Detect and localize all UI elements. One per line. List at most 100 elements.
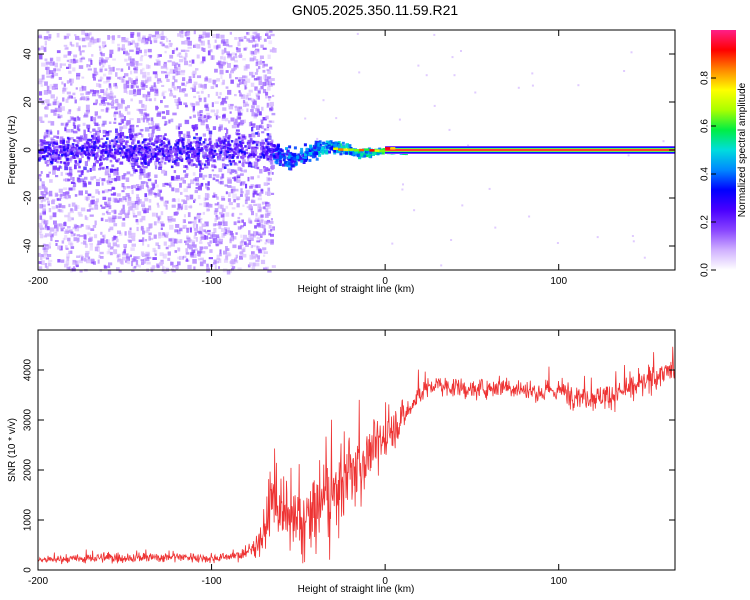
spectrogram-cell: [66, 33, 71, 37]
spectrogram-cell: [151, 152, 155, 156]
spectrogram-cell: [87, 68, 92, 71]
spectrogram-cell: [64, 166, 68, 171]
spectrogram-cell: [163, 201, 167, 207]
spectrogram-cell: [66, 122, 69, 125]
spectrogram-cell: [112, 215, 117, 220]
spectrogram-cell: [84, 32, 89, 37]
spectrogram-cell: [253, 203, 258, 206]
spectrogram-cell: [245, 189, 250, 195]
spectrogram-cell: [662, 140, 665, 143]
spectrogram-cell: [119, 232, 123, 236]
spectrogram-cell: [234, 188, 239, 192]
spectrogram-cell: [199, 169, 202, 173]
spectrogram-cell: [207, 233, 211, 236]
spectrogram-cell: [41, 181, 45, 187]
spectrogram-cell: [76, 136, 81, 139]
spectrogram-cell: [257, 109, 260, 113]
spectrogram-cell: [131, 141, 135, 145]
spectrogram-cell: [48, 194, 53, 197]
snr-y-tick-label: 4000: [23, 358, 34, 381]
spectrogram-cell: [219, 151, 222, 154]
spectrogram-cell: [222, 221, 225, 227]
spectrogram-cell: [146, 150, 149, 154]
spectrogram-cell: [43, 36, 49, 40]
spectrogram-cell: [138, 264, 141, 268]
spectrogram-cell: [101, 154, 105, 157]
spectrogram-cell: [262, 250, 265, 254]
spectrogram-cell: [235, 232, 238, 235]
spectrogram-cell: [256, 105, 260, 110]
spectrogram-cell: [113, 112, 117, 117]
spectrogram-cell: [193, 85, 196, 89]
spectrogram-cell: [208, 174, 212, 179]
spectrogram-cell: [114, 177, 117, 182]
spectrogram-cell: [105, 146, 108, 150]
spectrogram-cell: [167, 154, 170, 157]
spectrogram-cell: [246, 32, 249, 35]
spectrogram-cell: [110, 35, 114, 39]
spectrogram-cell: [233, 121, 238, 125]
spectrogram-cell: [200, 147, 203, 150]
spectrogram-cell: [105, 239, 108, 244]
spectrogram-cell: [121, 44, 125, 50]
spectrogram-cell: [151, 120, 155, 126]
spectrogram-cell: [229, 230, 233, 236]
spectrogram-cell: [241, 147, 245, 150]
spectrogram-cell: [140, 151, 143, 155]
spectrogram-cell: [234, 118, 238, 123]
spectrogram-cell: [216, 254, 220, 260]
spectrogram-cell: [192, 127, 196, 132]
spectrogram-cell: [215, 153, 219, 156]
spectrogram-cell: [140, 162, 144, 165]
spectrogram-cell: [48, 190, 53, 196]
spectrogram-cell: [82, 86, 87, 91]
spectrogram-cell: [48, 244, 51, 249]
spectrogram-cell: [203, 197, 207, 202]
spectrogram-cell: [196, 141, 199, 144]
spectrogram-cell: [160, 227, 163, 230]
spectrogram-cell: [168, 43, 173, 46]
spectrogram-cell: [143, 173, 148, 178]
spectrogram-cell: [129, 173, 134, 177]
spectrogram-cell: [87, 156, 91, 160]
spectrogram-cell: [193, 235, 196, 239]
spectrogram-cell: [195, 68, 199, 71]
spectrogram-cell: [126, 84, 130, 89]
spectrogram-cell: [106, 94, 110, 99]
spectrogram-cell: [94, 246, 98, 252]
spectrogram-cell: [195, 101, 200, 106]
spectrogram-cell: [221, 198, 226, 201]
spectrogram-cell: [366, 149, 370, 153]
spectrogram-cell: [143, 94, 147, 99]
spectrogram-cell: [144, 49, 147, 53]
spectrogram-cell: [262, 247, 267, 251]
spectrogram-cell: [67, 138, 70, 143]
spectrogram-cell: [68, 250, 73, 254]
spectrogram-cell: [223, 127, 227, 130]
spectrogram-cell: [71, 202, 76, 207]
spectrogram-cell: [128, 128, 132, 133]
spectrogram-cell: [178, 134, 181, 137]
spectrogram-cell: [127, 148, 131, 151]
spectrogram-cell: [112, 168, 117, 173]
spectrogram-cell: [102, 196, 107, 200]
spectrogram-cell: [92, 38, 97, 44]
spectrogram-cell: [226, 150, 229, 154]
spectrogram-cell: [267, 142, 270, 145]
spectrogram-cell: [137, 211, 142, 216]
spectrogram-cell: [240, 225, 243, 229]
spectrogram-cell: [160, 147, 163, 151]
spectrogram-cell: [49, 215, 53, 220]
spectrogram-cell: [76, 141, 80, 145]
spectrogram-cell: [367, 147, 371, 151]
spectrogram-cell: [246, 92, 251, 97]
spectrogram-cell: [242, 253, 247, 258]
spectrogram-cell: [265, 93, 268, 99]
spectrogram-cell: [54, 62, 58, 68]
spectrogram-cell: [50, 121, 55, 126]
spectrogram-cell: [105, 102, 109, 105]
spectrogram-cell: [214, 39, 217, 43]
spectrogram-cell: [100, 76, 103, 81]
spectrogram-cell: [170, 165, 174, 169]
spectrogram-cell: [127, 210, 131, 215]
